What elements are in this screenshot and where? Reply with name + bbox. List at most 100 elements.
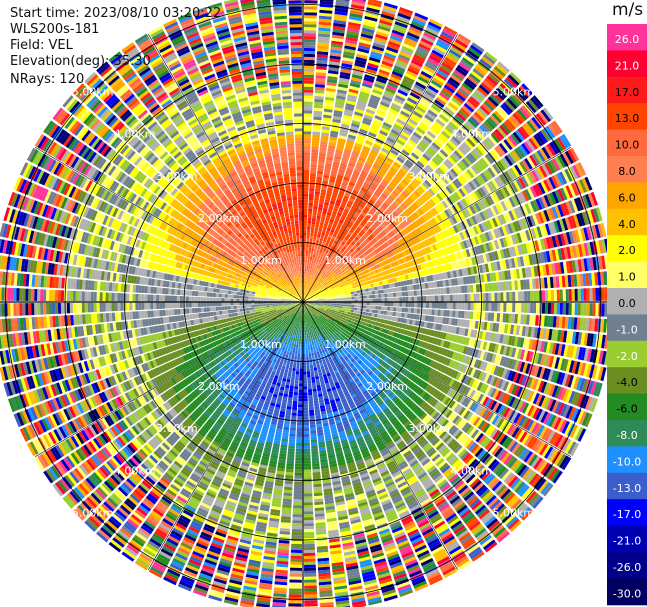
- velocity-gate: [324, 299, 328, 301]
- velocity-gate: [357, 216, 363, 222]
- velocity-gate: [336, 212, 342, 217]
- velocity-gate: [458, 146, 467, 156]
- velocity-gate: [348, 243, 354, 248]
- velocity-gate: [328, 261, 332, 265]
- velocity-gate: [428, 21, 442, 31]
- velocity-gate: [309, 259, 312, 263]
- velocity-gate: [354, 236, 360, 242]
- velocity-gate: [405, 123, 415, 131]
- velocity-gate: [303, 294, 305, 298]
- velocity-gate: [368, 209, 375, 216]
- velocity-gate: [323, 174, 330, 179]
- velocity-gate: [435, 153, 445, 162]
- velocity-gate: [304, 44, 316, 49]
- velocity-gate: [340, 226, 345, 232]
- velocity-gate: [430, 104, 442, 113]
- velocity-gate: [363, 206, 370, 212]
- velocity-gate: [303, 223, 307, 227]
- velocity-gate: [379, 101, 390, 108]
- velocity-gate: [303, 86, 314, 90]
- velocity-gate: [341, 261, 346, 266]
- velocity-gate: [336, 296, 340, 299]
- velocity-gate: [303, 247, 306, 251]
- velocity-gate: [437, 94, 449, 104]
- velocity-gate: [405, 302, 409, 308]
- velocity-gate: [320, 247, 324, 251]
- velocity-gate: [461, 310, 465, 319]
- velocity-gate: [380, 289, 385, 294]
- velocity-gate: [345, 252, 350, 257]
- velocity-gate: [349, 13, 363, 19]
- velocity-gate: [319, 198, 325, 202]
- velocity-gate: [306, 283, 308, 287]
- velocity-gate: [411, 302, 415, 308]
- velocity-gate: [338, 219, 344, 224]
- velocity-gate: [335, 214, 341, 220]
- velocity-gate: [383, 210, 390, 217]
- velocity-gate: [427, 85, 439, 94]
- velocity-gate: [324, 168, 331, 173]
- velocity-gate: [314, 264, 318, 268]
- velocity-gate: [303, 113, 313, 117]
- velocity-gate: [462, 141, 472, 152]
- velocity-gate: [401, 81, 413, 89]
- velocity-gate: [340, 216, 346, 222]
- velocity-gate: [440, 89, 452, 99]
- velocity-gate: [481, 283, 486, 292]
- velocity-gate: [304, 18, 317, 22]
- velocity-gate: [310, 275, 313, 279]
- velocity-gate: [303, 196, 309, 200]
- velocity-gate: [374, 309, 379, 314]
- velocity-gate: [410, 308, 415, 314]
- velocity-gate: [476, 302, 480, 311]
- velocity-gate: [315, 274, 319, 278]
- velocity-gate: [382, 95, 393, 103]
- velocity-gate: [346, 168, 354, 173]
- velocity-gate: [360, 125, 369, 132]
- velocity-gate: [547, 302, 552, 314]
- velocity-gate: [592, 303, 596, 317]
- velocity-gate: [379, 129, 388, 137]
- velocity-gate: [323, 276, 327, 281]
- velocity-gate: [336, 305, 340, 308]
- velocity-gate: [421, 119, 431, 128]
- velocity-gate: [359, 39, 372, 45]
- velocity-gate: [303, 193, 309, 197]
- velocity-gate: [565, 289, 569, 301]
- velocity-gate: [321, 186, 327, 191]
- velocity-gate: [343, 48, 356, 54]
- velocity-gate: [337, 246, 342, 251]
- velocity-gate: [379, 167, 388, 174]
- velocity-gate: [367, 236, 373, 242]
- velocity-gate: [405, 159, 414, 167]
- velocity-gate: [312, 215, 317, 219]
- velocity-gate: [400, 166, 409, 174]
- velocity-gate: [408, 94, 419, 103]
- velocity-gate: [345, 241, 351, 246]
- velocity-gate: [403, 75, 415, 84]
- velocity-gate: [305, 274, 308, 278]
- velocity-gate: [347, 213, 353, 219]
- velocity-gate: [367, 62, 379, 69]
- velocity-gate: [474, 89, 487, 100]
- velocity-gate: [423, 92, 435, 101]
- velocity-gate: [344, 192, 351, 198]
- velocity-gate: [324, 269, 328, 274]
- velocity-gate: [509, 302, 513, 313]
- velocity-gate: [403, 188, 411, 196]
- velocity-gate: [439, 149, 449, 158]
- velocity-gate: [321, 231, 326, 236]
- velocity-gate: [326, 271, 330, 275]
- velocity-gate: [328, 139, 337, 144]
- velocity-gate: [360, 88, 371, 95]
- velocity-gate: [349, 85, 360, 91]
- velocity-gate: [420, 183, 428, 192]
- velocity-gate: [589, 287, 593, 301]
- velocity-gate: [432, 171, 441, 180]
- velocity-gate: [447, 101, 459, 111]
- velocity-gate: [317, 167, 324, 172]
- velocity-gate: [303, 146, 311, 150]
- velocity-gate: [360, 151, 369, 157]
- velocity-gate: [455, 67, 468, 77]
